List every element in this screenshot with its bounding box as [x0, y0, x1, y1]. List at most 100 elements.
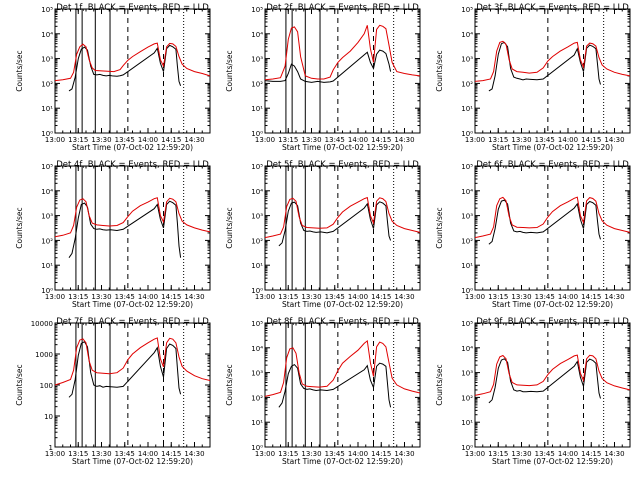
y-tick-label: 10¹: [41, 262, 53, 270]
x-tick-label: 14:30: [184, 450, 204, 458]
y-tick-label: 10⁴: [41, 31, 53, 39]
y-tick-label: 10: [44, 413, 53, 421]
x-tick-label: 14:15: [161, 450, 181, 458]
y-tick-label: 10⁰: [461, 287, 473, 295]
chart-panel-1: Det 1f, BLACK = Events, RED = LLD 10⁰ 10¹ 1…: [15, 3, 211, 152]
y-tick-label: 10²: [461, 394, 473, 402]
y-tick-label: 10⁴: [461, 31, 473, 39]
y-tick-label: 10⁰: [461, 444, 473, 452]
y-tick-label: 10²: [461, 80, 473, 88]
x-tick-label: 13:30: [301, 293, 321, 301]
series-events-line: [278, 201, 392, 247]
x-tick-label: 13:30: [91, 136, 111, 144]
x-tick-label: 13:45: [535, 136, 555, 144]
series-events-line: [488, 41, 601, 92]
y-tick-label: 10⁵: [461, 163, 473, 171]
plot-frame: [54, 322, 211, 448]
plot-frame: [54, 8, 211, 134]
y-axis-label: Counts/sec: [15, 364, 24, 405]
x-tick-label: 13:15: [68, 136, 88, 144]
y-tick-label: 10⁴: [41, 188, 53, 196]
series-lld-line: [474, 196, 631, 239]
chart-panel-7: Det 7f, BLACK = Events, RED = LLD 1 10 100 1…: [15, 317, 211, 466]
x-tick-label: 13:15: [278, 450, 298, 458]
x-tick-label: 14:30: [184, 293, 204, 301]
series-lld-line: [264, 196, 421, 239]
y-tick-label: 10⁴: [251, 345, 263, 353]
x-tick-label: 14:15: [371, 450, 391, 458]
x-tick-label: 13:45: [325, 136, 345, 144]
x-tick-label: 13:00: [465, 450, 485, 458]
y-tick-label: 10²: [461, 237, 473, 245]
chart-title: Det 4f, BLACK = Events, RED = LLD: [56, 160, 209, 170]
chart-title: Det 9f, BLACK = Events, RED = LLD: [476, 317, 629, 327]
y-tick-label: 1000: [35, 351, 53, 359]
y-tick-label: 1: [49, 444, 53, 452]
plot-frame: [474, 322, 631, 448]
x-axis-label: Start Time (07-Oct-02 12:59:20): [72, 143, 193, 152]
x-tick-label: 13:00: [465, 136, 485, 144]
x-tick-label: 14:15: [581, 136, 601, 144]
x-tick-label: 14:30: [604, 136, 624, 144]
y-tick-label: 10¹: [251, 419, 263, 427]
y-tick-label: 10⁰: [251, 287, 263, 295]
plot-frame: [474, 8, 631, 134]
chart-title: Det 8f, BLACK = Events, RED = LLD: [266, 317, 419, 327]
series-events-line: [278, 362, 392, 408]
y-tick-label: 10⁴: [461, 345, 473, 353]
y-tick-label: 10³: [461, 370, 473, 378]
y-tick-label: 10⁵: [251, 163, 263, 171]
chart-title: Det 5f, BLACK = Events, RED = LLD: [266, 160, 419, 170]
x-tick-label: 14:15: [371, 136, 391, 144]
y-tick-label: 10²: [41, 80, 53, 88]
x-tick-label: 14:15: [161, 136, 181, 144]
x-tick-label: 13:30: [91, 450, 111, 458]
x-tick-label: 14:15: [581, 293, 601, 301]
x-axis-label: Start Time (07-Oct-02 12:59:20): [492, 143, 613, 152]
series-lld-line: [54, 42, 211, 82]
y-tick-label: 10⁵: [251, 320, 263, 328]
x-tick-label: 13:15: [68, 450, 88, 458]
y-tick-label: 10¹: [461, 105, 473, 113]
y-tick-label: 10¹: [461, 419, 473, 427]
chart-title: Det 6f, BLACK = Events, RED = LLD: [476, 160, 629, 170]
x-tick-label: 13:15: [278, 293, 298, 301]
x-tick-label: 14:00: [558, 136, 578, 144]
y-tick-label: 10³: [41, 213, 53, 221]
chart-panel-5: Det 5f, BLACK = Events, RED = LLD 10⁰ 10¹ 1…: [225, 160, 421, 309]
y-tick-label: 10⁴: [251, 31, 263, 39]
x-tick-label: 13:30: [511, 293, 531, 301]
chart-panel-4: Det 4f, BLACK = Events, RED = LLD 10⁰ 10¹ 1…: [15, 160, 211, 309]
x-tick-label: 13:45: [115, 293, 135, 301]
y-tick-label: 10⁰: [251, 444, 263, 452]
y-axis-label: Counts/sec: [15, 207, 24, 248]
plot-frame: [54, 165, 211, 291]
x-tick-label: 14:00: [138, 450, 158, 458]
y-tick-label: 10²: [41, 237, 53, 245]
series-lld-line: [54, 337, 211, 386]
series-events-line: [488, 358, 601, 404]
y-tick-label: 10¹: [251, 262, 263, 270]
chart-title: Det 7f, BLACK = Events, RED = LLD: [56, 317, 209, 327]
x-axis-label: Start Time (07-Oct-02 12:59:20): [72, 300, 193, 309]
x-tick-label: 13:30: [301, 136, 321, 144]
y-tick-label: 100: [40, 382, 53, 390]
y-tick-label: 10³: [41, 56, 53, 64]
y-tick-label: 10³: [251, 213, 263, 221]
x-tick-label: 14:00: [348, 450, 368, 458]
x-tick-label: 13:45: [535, 450, 555, 458]
x-tick-label: 14:00: [348, 293, 368, 301]
series-lld-line: [474, 354, 631, 396]
x-tick-label: 13:45: [115, 450, 135, 458]
y-tick-label: 10²: [251, 394, 263, 402]
x-tick-label: 13:15: [68, 293, 88, 301]
chart-title: Det 1f, BLACK = Events, RED = LLD: [56, 3, 209, 13]
x-axis-label: Start Time (07-Oct-02 12:59:20): [72, 457, 193, 466]
x-tick-label: 13:15: [488, 136, 508, 144]
chart-panel-2: Det 2f, BLACK = Events, RED = LLD 10⁰ 10¹ 1…: [225, 3, 421, 152]
y-axis-label: Counts/sec: [435, 207, 444, 248]
x-tick-label: 14:30: [394, 293, 414, 301]
series-lld-line: [474, 40, 631, 82]
x-tick-label: 13:45: [325, 293, 345, 301]
x-tick-label: 13:00: [45, 136, 65, 144]
